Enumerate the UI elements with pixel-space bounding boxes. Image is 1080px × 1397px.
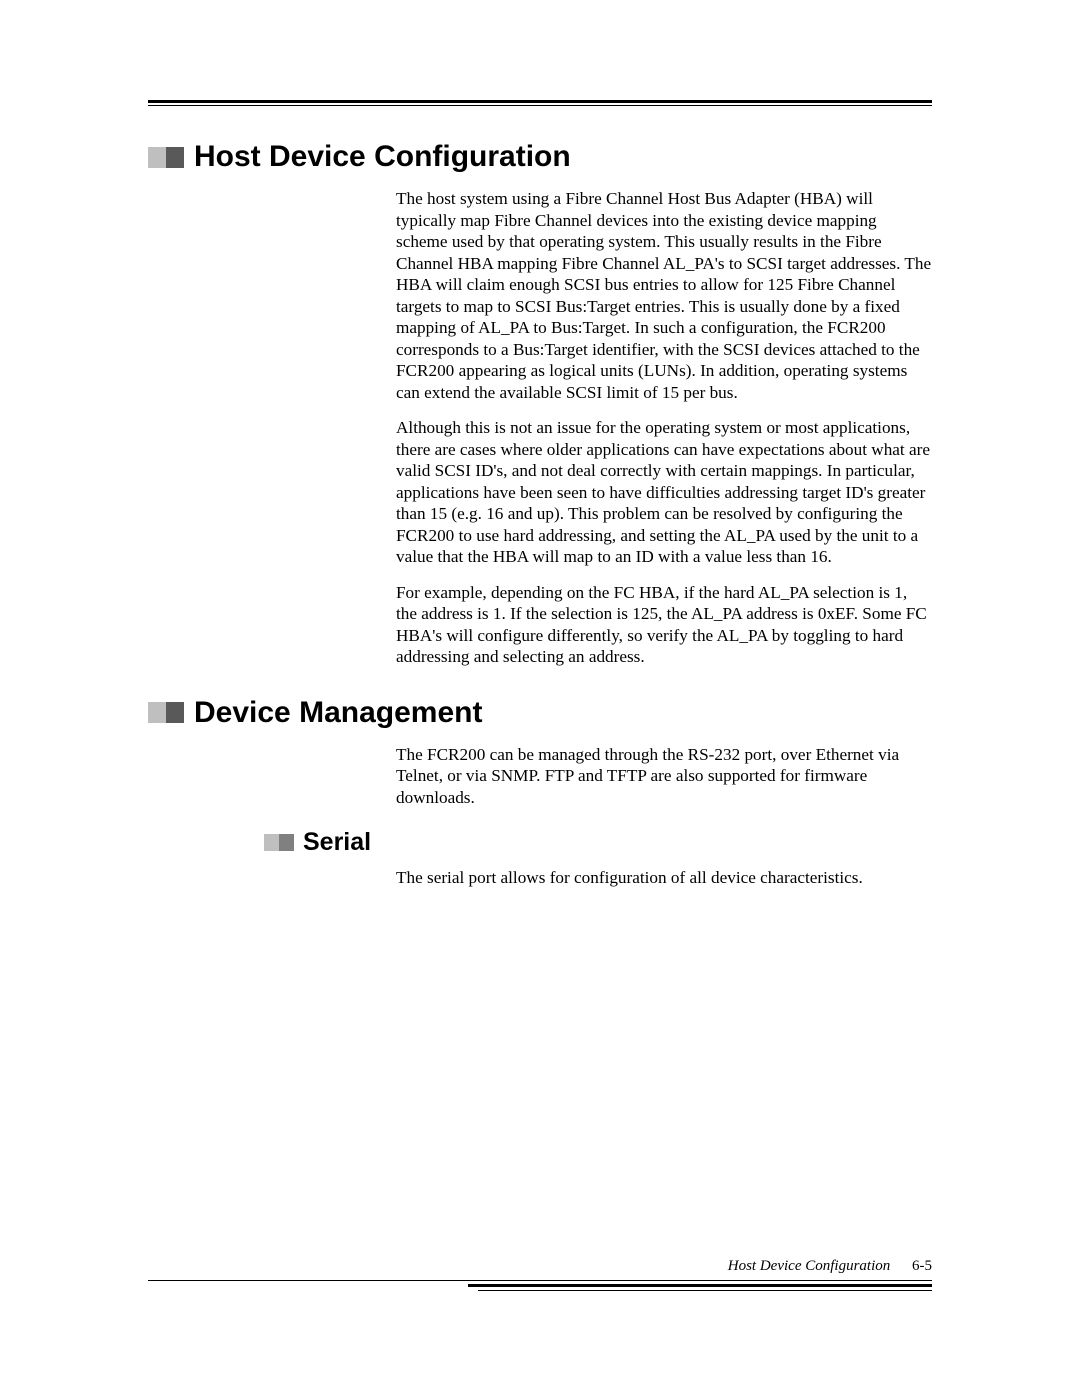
footer-rule-line (148, 1280, 932, 1281)
heading-marker-icon (148, 147, 184, 168)
footer-page-number: 6-5 (912, 1258, 932, 1274)
paragraph: The serial port allows for configuration… (396, 867, 932, 889)
page-content: Host Device Configuration The host syste… (148, 100, 932, 917)
top-rule (148, 100, 932, 106)
footer-rule-line (468, 1284, 932, 1287)
subheading-row: Serial (264, 828, 932, 857)
heading-text: Host Device Configuration (194, 140, 571, 174)
footer-rules (148, 1280, 932, 1290)
paragraph: The FCR200 can be managed through the RS… (396, 744, 932, 809)
heading-text: Device Management (194, 696, 482, 730)
subheading-marker-icon (264, 834, 294, 851)
heading-marker-icon (148, 702, 184, 723)
subheading-text: Serial (303, 828, 371, 857)
body-column: The host system using a Fibre Channel Ho… (396, 188, 932, 668)
footer-rule-line (478, 1290, 932, 1291)
page-footer: Host Device Configuration 6-5 (148, 1280, 932, 1290)
paragraph: For example, depending on the FC HBA, if… (396, 582, 932, 668)
paragraph: The host system using a Fibre Channel Ho… (396, 188, 932, 403)
footer-label: Host Device Configuration (728, 1258, 890, 1274)
section-device-management: Device Management The FCR200 can be mana… (148, 696, 932, 889)
paragraph: Although this is not an issue for the op… (396, 417, 932, 568)
heading-row: Device Management (148, 696, 932, 730)
heading-row: Host Device Configuration (148, 140, 932, 174)
footer-text: Host Device Configuration 6-5 (728, 1258, 932, 1275)
body-column: The FCR200 can be managed through the RS… (396, 744, 932, 809)
body-column: The serial port allows for configuration… (396, 867, 932, 889)
section-host-device-configuration: Host Device Configuration The host syste… (148, 140, 932, 668)
